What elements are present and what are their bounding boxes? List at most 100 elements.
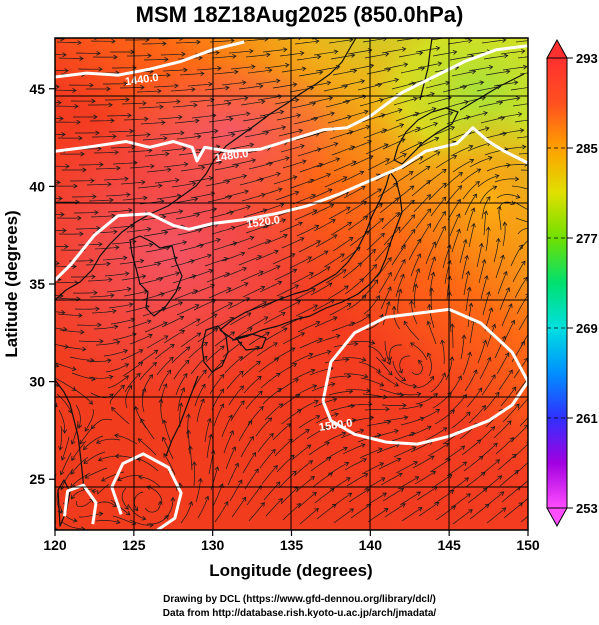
streamline-arrow [310,368,316,374]
streamline [55,133,66,135]
streamline [479,357,491,380]
streamline [495,255,504,279]
colorbar-tick-label: 277 [576,231,598,246]
streamline [276,284,299,297]
streamline-arrow [99,338,104,344]
streamline [479,186,497,204]
streamline [128,244,153,249]
streamline-arrow [167,167,172,173]
streamline-arrow [123,255,128,261]
streamline-arrow [501,38,507,43]
streamline-arrow [277,187,283,193]
streamline-arrow [294,284,300,289]
streamline [71,440,87,461]
streamline-arrow [326,80,332,86]
streamline-arrow [310,476,315,481]
streamline-arrow [219,403,225,409]
x-tick-label: 125 [122,537,146,553]
streamline-arrow [268,161,274,167]
streamline [258,357,279,373]
streamline [393,446,417,458]
streamline-arrow [373,279,379,284]
streamline-arrow [181,51,186,57]
streamline-arrow [379,218,384,223]
streamline-arrow [200,398,205,404]
streamline [123,290,148,297]
streamline [502,66,527,71]
streamline-arrow [366,33,370,37]
streamline-arrow [535,117,539,121]
streamline [497,271,507,295]
streamline [55,327,67,330]
streamline [398,404,423,410]
streamline-arrow [387,271,392,277]
streamline-arrow [330,111,335,117]
streamline [395,461,418,474]
streamline [178,318,201,332]
streamline-arrow [325,266,331,271]
streamline-arrow [40,490,44,494]
streamline [324,359,349,364]
x-axis: 120 125 130 135 140 145 150 [43,530,540,553]
streamline-arrow [217,160,223,165]
streamline [191,114,216,119]
streamline-arrow [74,103,79,109]
streamline-arrow [183,162,189,167]
streamline [226,206,251,214]
streamline [161,316,184,328]
streamline [400,67,425,74]
streamline [225,446,236,470]
streamline-arrow [98,66,103,72]
streamline-arrow [433,393,439,398]
streamline [412,108,436,117]
streamline [222,175,247,182]
streamline-arrow [457,375,462,381]
streamline [57,313,82,316]
streamline-arrow [249,142,255,148]
streamline [444,445,465,461]
streamline [163,163,188,168]
streamline-arrow [217,66,222,71]
streamline [397,127,421,138]
streamline [324,176,347,188]
streamline-arrow [59,116,64,121]
streamline [106,288,131,293]
streamline [281,68,306,73]
streamline-arrow [245,111,251,117]
streamline [382,301,390,326]
streamline [366,421,391,427]
streamline [365,492,387,507]
streamline [449,55,474,61]
streamline-arrow [59,470,65,476]
streamline [127,503,146,520]
streamline [240,100,265,106]
streamline-arrow [279,202,285,208]
streamline [329,131,353,140]
streamline-arrow [408,171,414,176]
streamline-arrow [518,244,523,250]
streamline-arrow [115,340,121,345]
streamline [380,473,403,486]
streamline-arrow [378,203,383,208]
streamline [510,424,528,443]
streamline [158,210,183,216]
streamline [91,418,113,429]
streamline [477,340,487,364]
streamline [238,85,263,90]
streamline-arrow [213,128,219,134]
streamline-arrow [491,323,497,329]
streamline-arrow [182,146,187,152]
streamline [145,247,170,253]
streamline-arrow [300,332,306,337]
streamline [409,166,430,181]
streamline [146,335,168,349]
streamline-arrow [469,158,475,164]
streamline [310,457,331,472]
streamline [146,169,171,173]
streamline [58,57,83,59]
streamline [176,135,201,140]
streamline [480,275,488,300]
streamline-arrow [308,460,314,465]
streamline [265,498,283,517]
streamline-arrow [464,477,470,482]
